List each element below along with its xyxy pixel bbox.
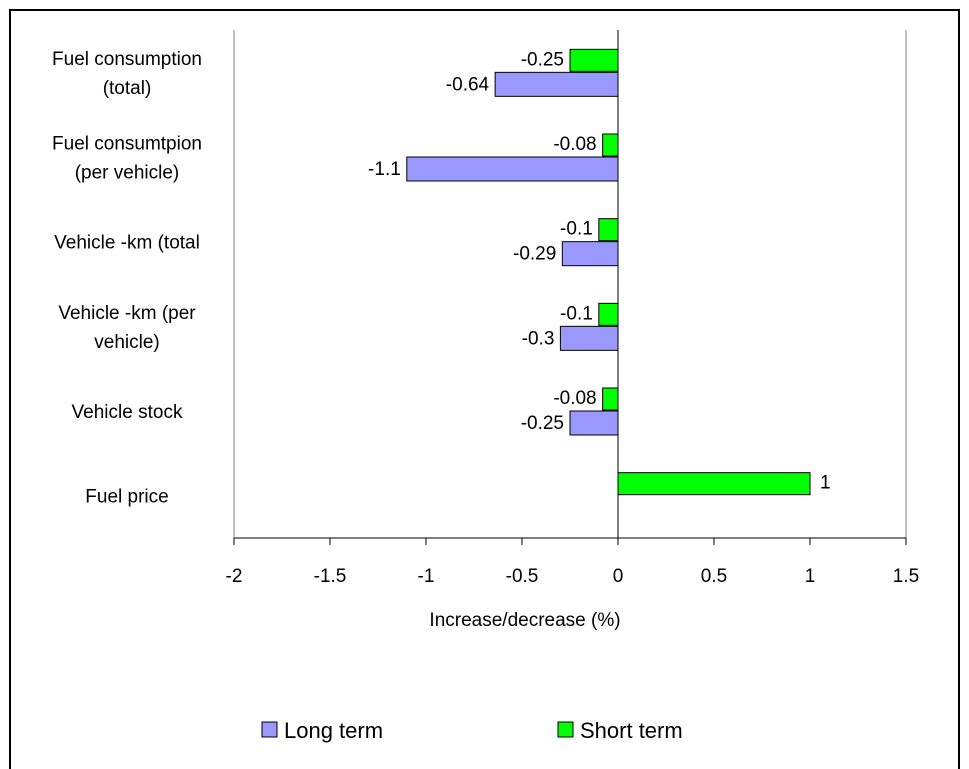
short-term-data-label: -0.25 [521, 49, 564, 70]
legend: Long term Short term [261, 718, 683, 743]
x-tick-label: -0.5 [506, 566, 539, 587]
x-tick-label: -1 [418, 566, 435, 587]
x-tick-label: 1.5 [893, 566, 919, 587]
short-term-data-label: -0.1 [560, 303, 593, 324]
plot-area: -2 -1.5 -1 -0.5 0 0.5 1 1.5 Increase/decrease (%… [52, 30, 919, 631]
category-label: Fuel consumtpion [52, 134, 202, 155]
legend-swatch [557, 721, 574, 738]
short-term-bar [598, 302, 619, 326]
short-term-data-label: -0.08 [553, 388, 596, 409]
category-label: Fuel consumption [52, 49, 202, 70]
category-label: Vehicle -km (per [58, 303, 196, 324]
x-axis-title: Increase/decrease (%) [429, 610, 620, 631]
short-term-bar [598, 218, 619, 242]
long-term-bar [494, 71, 619, 97]
legend-swatch [261, 721, 278, 738]
long-term-bar [569, 410, 619, 436]
short-term-bar [569, 48, 619, 72]
x-tick-label: 1 [805, 566, 816, 587]
x-tick-label: 0.5 [701, 566, 727, 587]
long-term-data-label: -0.29 [513, 244, 556, 265]
short-term-data-label: 1 [820, 473, 831, 494]
long-term-bar [559, 325, 619, 351]
x-tick-label: -1.5 [314, 566, 347, 587]
long-term-data-label: -0.3 [522, 328, 555, 349]
category-label: (total) [103, 78, 152, 99]
short-term-data-label: -0.08 [553, 134, 596, 155]
long-term-bar [561, 241, 619, 267]
long-term-data-label: -1.1 [368, 159, 401, 180]
long-term-bar [406, 156, 619, 182]
category-label: Fuel price [85, 487, 168, 508]
long-term-data-label: -0.25 [521, 413, 564, 434]
legend-label: Long term [284, 718, 383, 743]
category-label: (per vehicle) [75, 163, 180, 184]
long-term-data-label: -0.64 [446, 74, 490, 95]
category-label: Vehicle stock [72, 402, 183, 423]
legend-label: Short term [580, 718, 683, 743]
chart-frame [9, 9, 960, 769]
short-term-bar [602, 387, 619, 411]
short-term-bar [602, 133, 619, 157]
category-label: vehicle) [94, 332, 159, 353]
short-term-data-label: -0.1 [560, 219, 593, 240]
x-tick-label: 0 [613, 566, 624, 587]
short-term-bar [617, 472, 811, 496]
category-label: Vehicle -km (total [54, 233, 200, 254]
x-tick-label: -2 [226, 566, 243, 587]
